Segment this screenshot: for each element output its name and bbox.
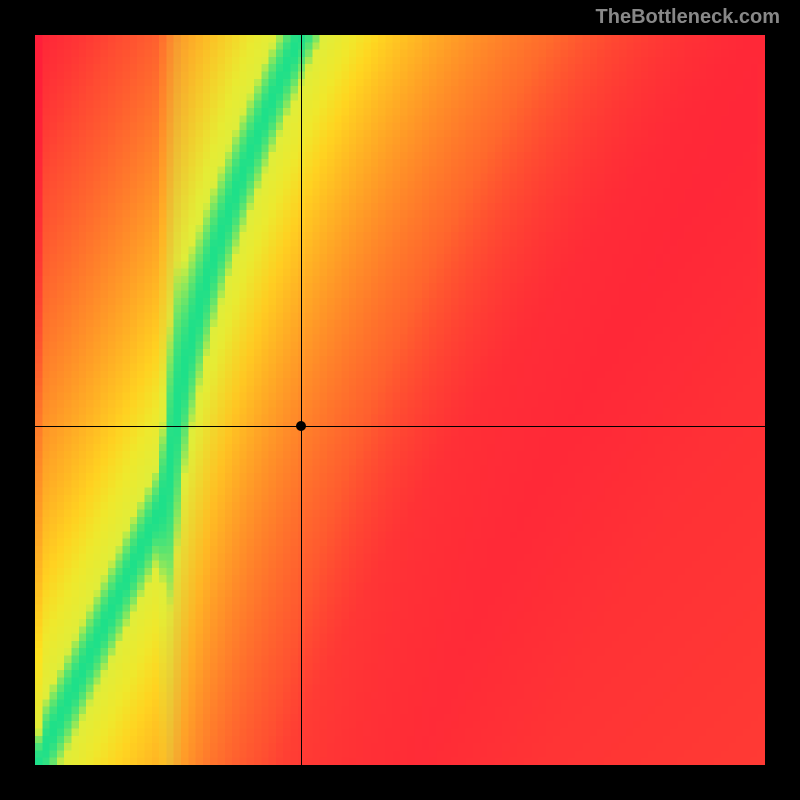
crosshair-marker-dot (296, 421, 306, 431)
heatmap-canvas (35, 35, 765, 765)
heatmap-plot (35, 35, 765, 765)
watermark-text: TheBottleneck.com (596, 6, 780, 29)
crosshair-horizontal (35, 426, 765, 427)
crosshair-vertical (301, 35, 302, 765)
